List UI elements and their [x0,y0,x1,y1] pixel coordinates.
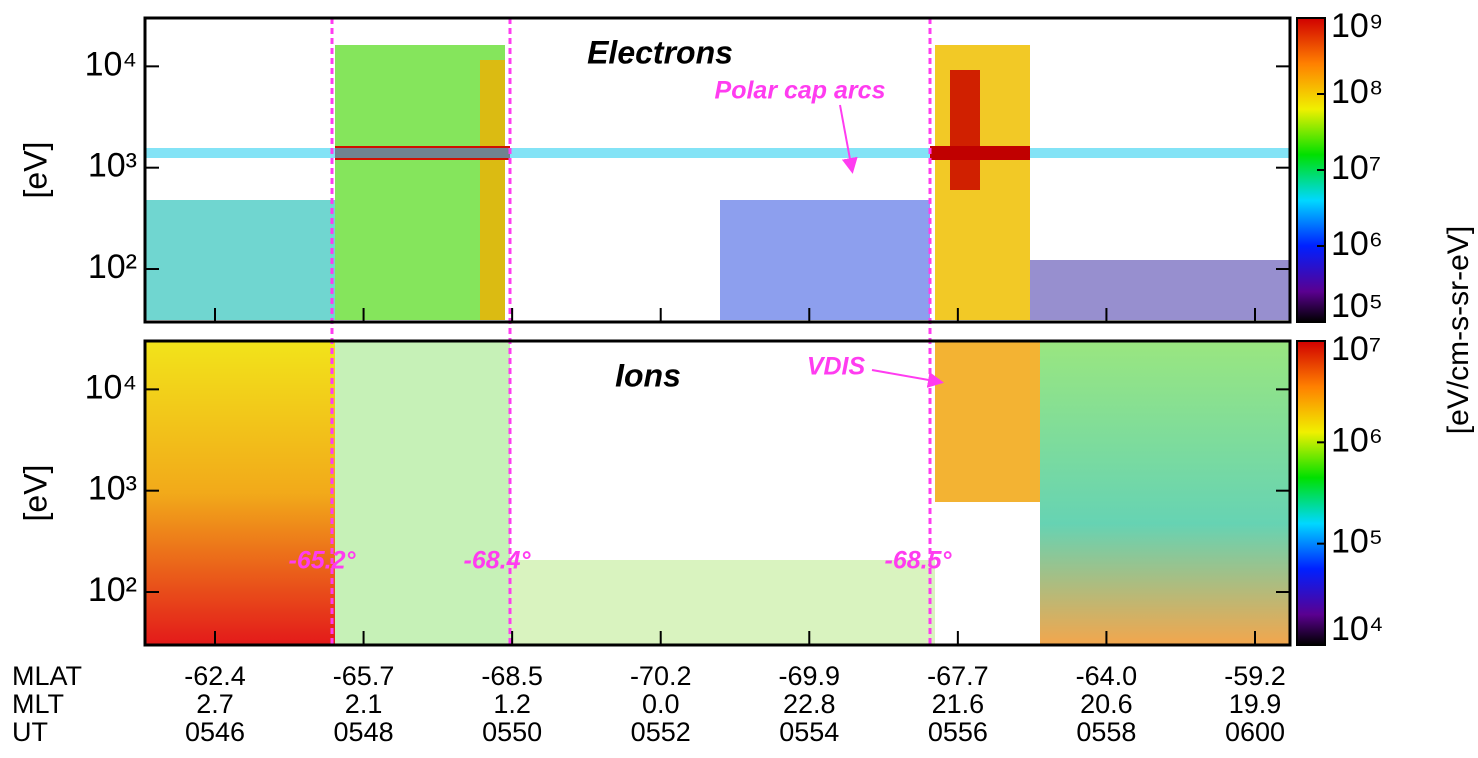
x-tick-label: 2.1 [345,689,383,719]
x-tick-label: -62.4 [184,661,246,691]
colorbar-tick-label: 10⁴ [1331,610,1383,648]
y-tick-label: 10³ [88,470,137,508]
x-tick-label: -67.7 [927,661,989,691]
x-tick-label: 19.9 [1229,689,1282,719]
x-tick-label: 2.7 [196,689,234,719]
colorbar-tick-label: 10⁷ [1331,330,1381,368]
y-tick-label: 10² [88,248,137,286]
colorbar-tick-label: 10⁹ [1331,7,1383,45]
x-tick-label: 20.6 [1080,689,1133,719]
y-tick-label: 10² [88,571,137,609]
annotation: VDIS [807,353,866,381]
x-tick-label: 0558 [1076,717,1136,747]
y-tick-label: 10³ [88,147,137,185]
y-axis-label: [eV] [17,465,53,522]
x-tick-label: -59.2 [1224,661,1286,691]
x-tick-label: 22.8 [783,689,836,719]
colorbar [1296,340,1326,646]
x-tick-label: -70.2 [630,661,692,691]
colorbar-tick-label: 10⁸ [1331,73,1383,111]
boundary-label: -65.2° [289,547,357,575]
x-row-name: MLT [12,689,64,719]
spectrogram-texture [145,45,1290,645]
annotation-arrow [839,104,858,174]
panel-title: Ions [615,357,681,393]
plot-frame [143,339,1292,647]
boundary-lines [330,18,932,645]
x-tick-label: 0550 [482,717,542,747]
colorbar-tick-label: 10⁵ [1331,287,1383,325]
annotation: Polar cap arcs [715,77,886,105]
x-tick-label: -65.7 [333,661,395,691]
x-tick-label: 0552 [631,717,691,747]
x-tick-label: 0546 [185,717,245,747]
x-tick-label: -64.0 [1076,661,1138,691]
colorbar-label: [eV/cm-s-sr-eV] [1442,226,1475,434]
x-tick-label: 0556 [928,717,988,747]
boundary-label: -68.4° [464,547,532,575]
annotation-arrow [871,369,944,388]
y-tick-label: 10⁴ [85,45,137,83]
colorbar-tick-label: 10⁷ [1331,149,1381,187]
x-tick-label: 0.0 [642,689,680,719]
colorbar-tick-label: 10⁶ [1331,225,1383,263]
colorbar-tick-label: 10⁵ [1331,523,1383,561]
plot-frame [143,16,1292,324]
x-tick-label: -69.9 [779,661,841,691]
y-tick-label: 10⁴ [85,368,137,406]
panel-title: Electrons [587,34,733,70]
x-row-name: MLAT [12,661,82,691]
x-tick-label: -68.5 [481,661,543,691]
x-tick-label: 1.2 [493,689,531,719]
x-tick-label: 0600 [1225,717,1285,747]
x-row-name: UT [12,717,48,747]
y-axis-label: [eV] [17,142,53,199]
boundary-label: -68.5° [885,547,953,575]
colorbar-tick-label: 10⁶ [1331,421,1383,459]
x-tick-label: 0548 [334,717,394,747]
x-tick-label: 21.6 [932,689,985,719]
x-tick-label: 0554 [779,717,839,747]
